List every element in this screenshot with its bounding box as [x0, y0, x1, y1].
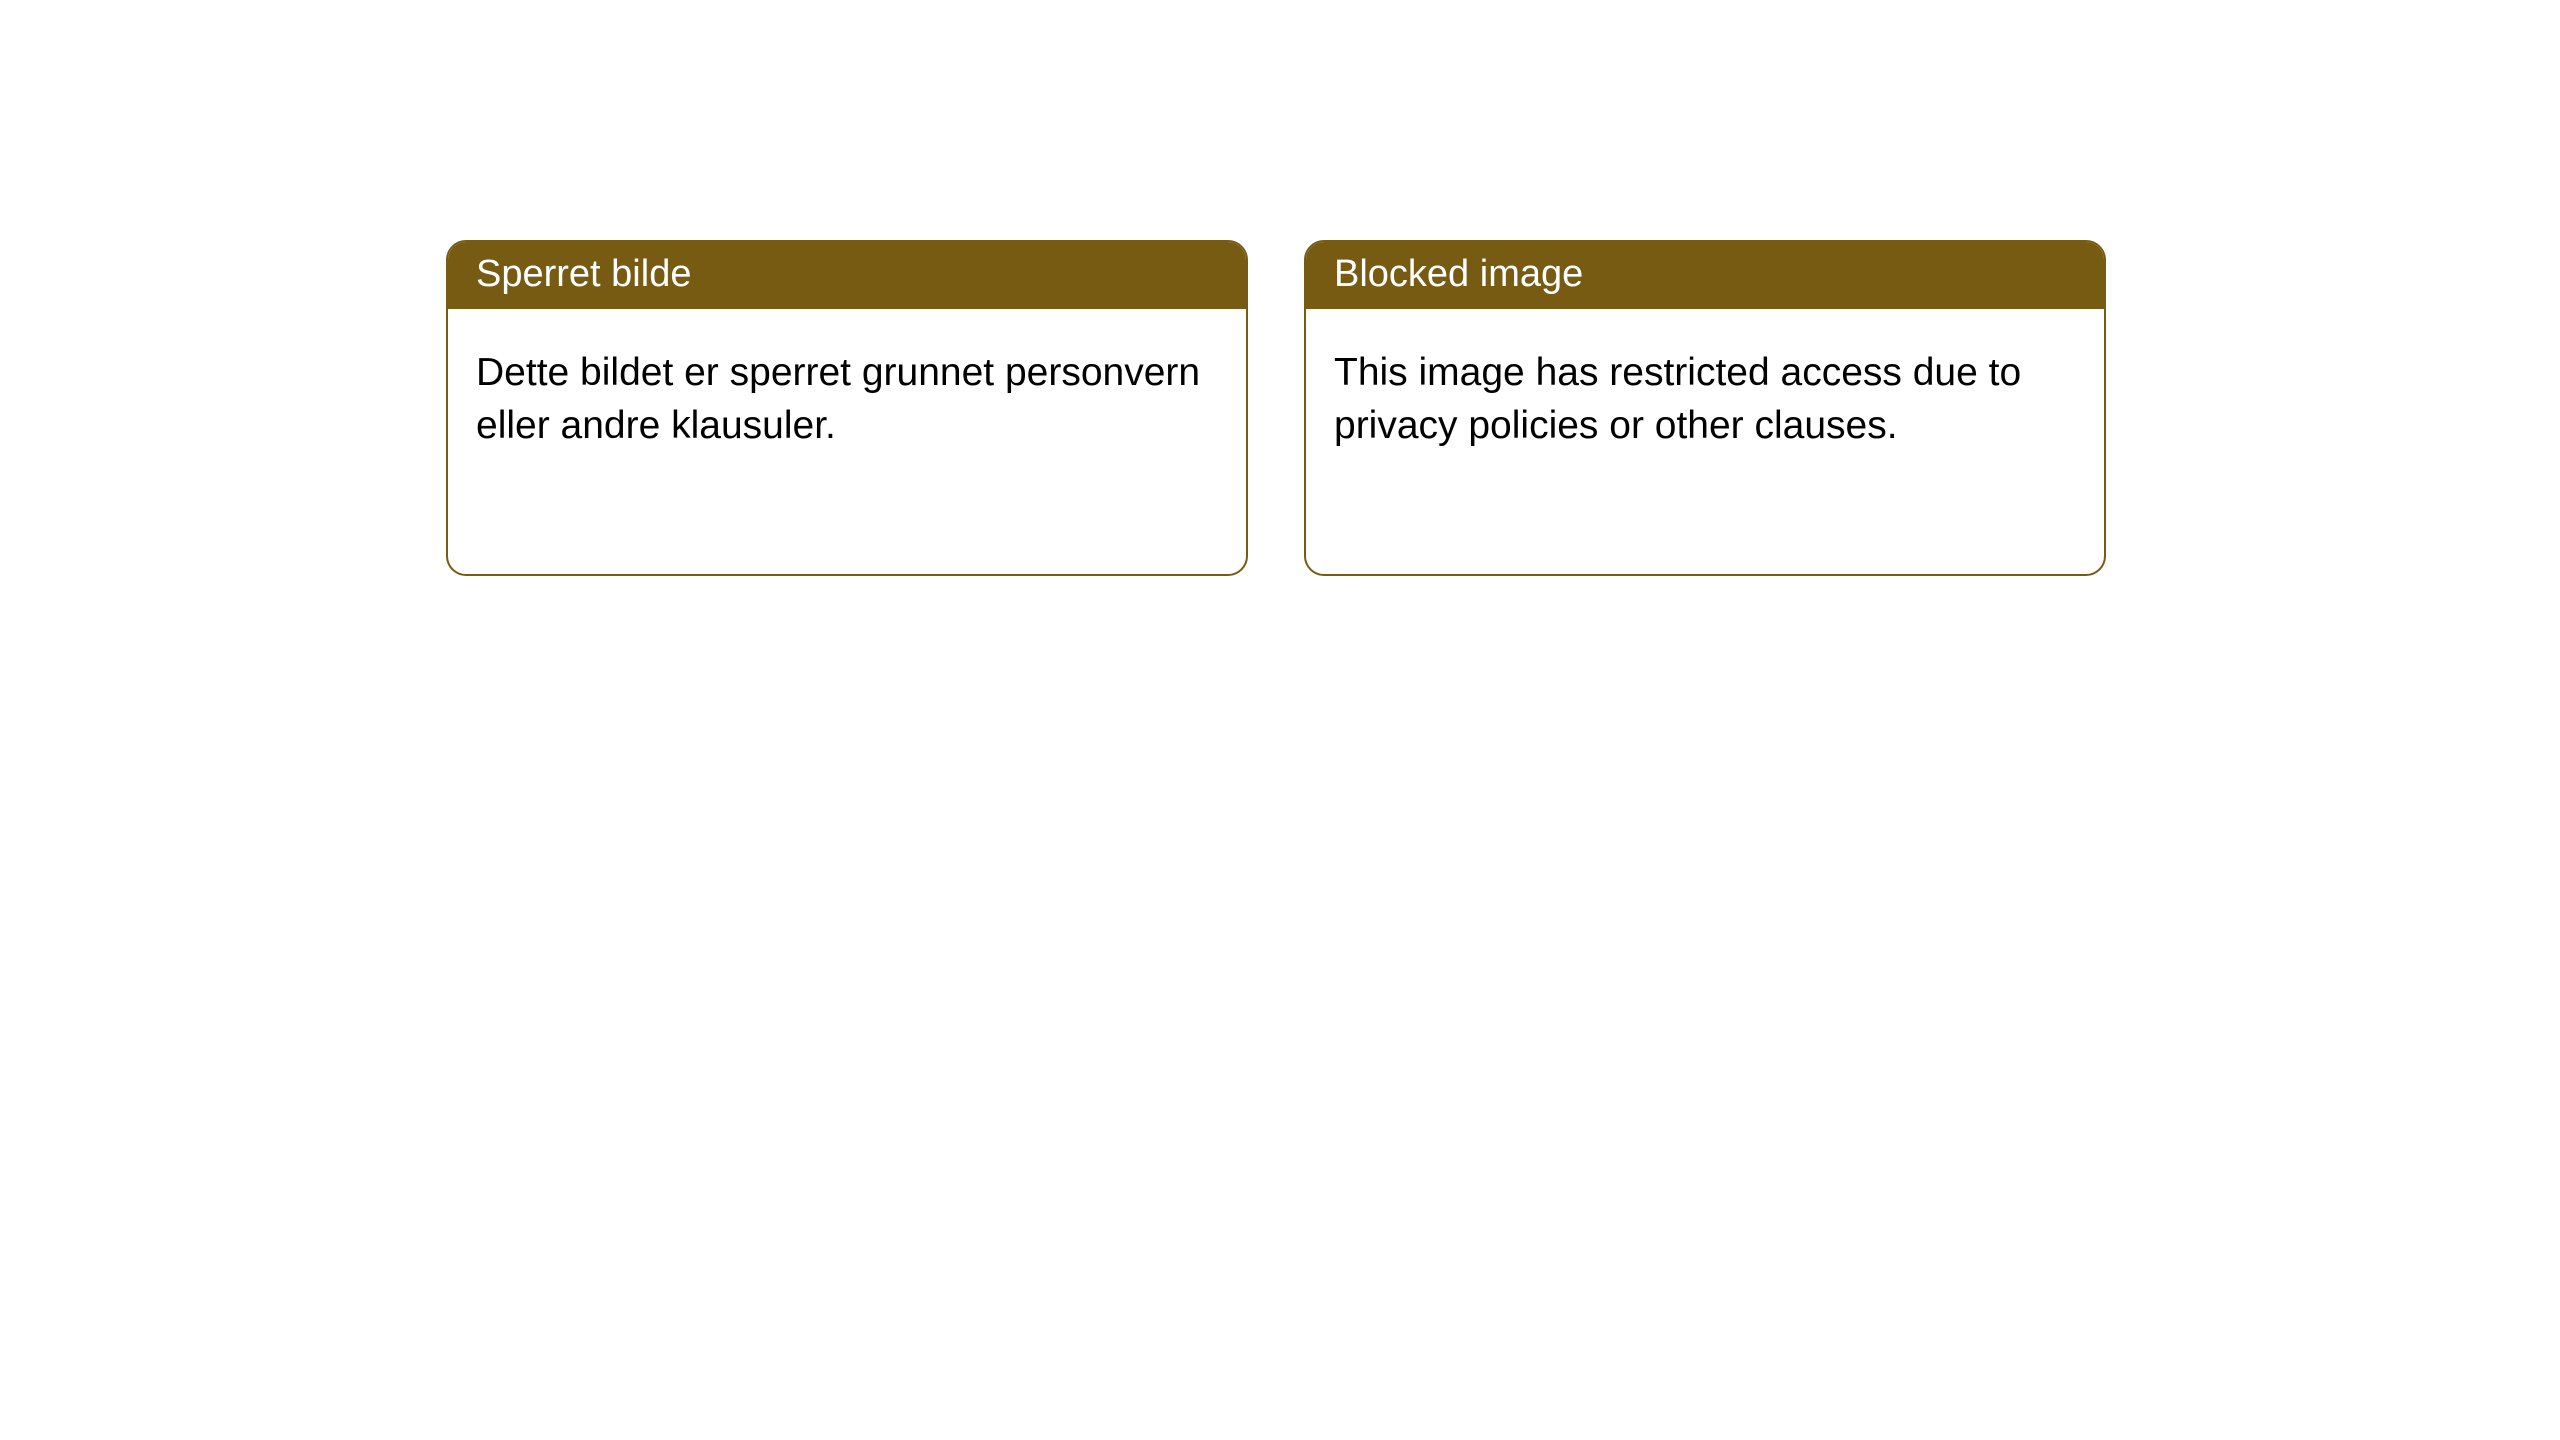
notice-card-container: Sperret bilde Dette bildet er sperret gr… [0, 0, 2560, 576]
notice-card-body: This image has restricted access due to … [1306, 309, 2104, 490]
notice-card-title: Sperret bilde [448, 242, 1246, 309]
notice-card-body: Dette bildet er sperret grunnet personve… [448, 309, 1246, 490]
notice-card-norwegian: Sperret bilde Dette bildet er sperret gr… [446, 240, 1248, 576]
notice-card-title: Blocked image [1306, 242, 2104, 309]
notice-card-english: Blocked image This image has restricted … [1304, 240, 2106, 576]
